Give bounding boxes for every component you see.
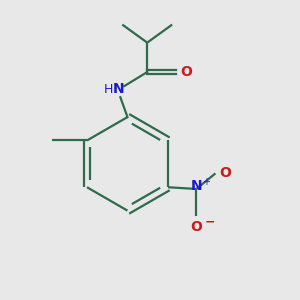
Text: O: O xyxy=(220,167,232,180)
Text: H: H xyxy=(103,83,113,96)
Text: O: O xyxy=(180,65,192,79)
Text: N: N xyxy=(190,178,202,193)
Text: O: O xyxy=(190,220,202,234)
Text: N: N xyxy=(113,82,124,96)
Text: +: + xyxy=(202,177,210,187)
Text: −: − xyxy=(205,216,215,229)
